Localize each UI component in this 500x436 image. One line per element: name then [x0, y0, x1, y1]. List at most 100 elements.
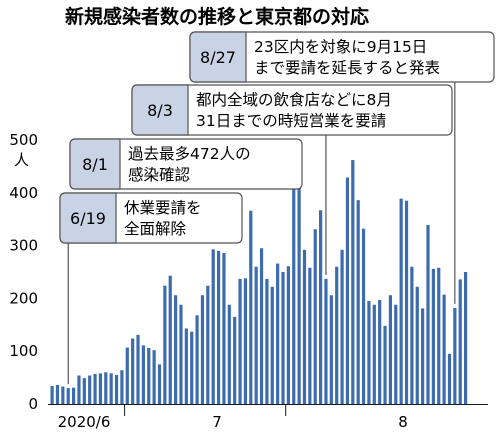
bar	[136, 334, 140, 404]
bar	[297, 154, 301, 404]
annotation-text-line: 過去最多472人の	[128, 145, 251, 163]
x-tick-label: 7	[212, 413, 222, 431]
bar	[114, 374, 119, 404]
bar	[329, 295, 333, 404]
annotation-text-line: 休業要請を	[124, 199, 202, 217]
annotation-date-cell	[131, 84, 189, 136]
annotation-text-line: 全面解除	[124, 220, 187, 238]
y-tick-label: 100	[9, 342, 38, 360]
bar	[437, 267, 441, 404]
bar	[367, 301, 371, 404]
bar	[313, 229, 317, 404]
y-tick-label: 200	[9, 289, 38, 307]
bar	[308, 267, 312, 404]
annotation-date: 8/1	[82, 155, 108, 174]
y-tick-label: 0	[28, 395, 38, 413]
annotation-date-cell	[189, 31, 247, 83]
bar	[404, 200, 409, 404]
bar	[351, 160, 355, 404]
bar	[426, 225, 430, 404]
bar	[238, 278, 242, 404]
bar	[233, 316, 237, 404]
annotation-text-line: 都内全域の飲食店などに8月	[196, 91, 392, 109]
bar	[388, 295, 393, 404]
bar	[259, 248, 264, 404]
bar	[195, 315, 199, 404]
annotation-date: 6/19	[70, 209, 106, 228]
bar	[216, 250, 221, 404]
bar	[55, 384, 60, 404]
bar	[222, 252, 226, 404]
bar	[50, 386, 54, 404]
bar	[254, 266, 258, 404]
bar	[383, 325, 387, 404]
bar	[120, 370, 124, 404]
annotation-text-line: 感染確認	[128, 166, 190, 184]
bar	[442, 294, 446, 404]
bars	[50, 154, 468, 404]
bar	[88, 375, 92, 404]
bar	[200, 295, 205, 404]
bar	[447, 353, 452, 404]
bar	[66, 388, 70, 404]
bar	[394, 304, 398, 404]
bar	[319, 210, 323, 404]
bar	[163, 285, 167, 404]
annotation-date-cell	[69, 138, 121, 190]
annotation-text-line: まで要請を延長すると発表	[254, 59, 440, 77]
bar	[61, 386, 65, 404]
bar	[415, 286, 419, 404]
bar	[152, 350, 156, 404]
bar	[281, 272, 285, 404]
bar	[431, 268, 435, 404]
bar	[249, 210, 253, 404]
bar	[356, 200, 360, 404]
annotation-2: 8/3 都内全域の飲食店などに8月 31日までの時短営業を要請	[131, 84, 453, 275]
bar	[125, 347, 129, 404]
bar	[184, 328, 188, 404]
bar	[421, 308, 425, 404]
annotation-text-line: 23区内を対象に9月15日	[254, 38, 427, 56]
bar	[131, 338, 135, 404]
bar	[345, 177, 350, 404]
bar	[399, 198, 403, 404]
bar	[324, 278, 328, 404]
x-axis	[48, 404, 488, 416]
bar	[243, 278, 248, 404]
bar	[340, 249, 344, 404]
bar	[458, 279, 462, 404]
bar	[335, 266, 339, 404]
y-axis-unit: 人	[14, 151, 29, 169]
chart-title: 新規感染者数の推移と東京都の対応	[65, 5, 369, 28]
x-tick-label: 8	[398, 413, 408, 431]
bar	[270, 286, 274, 404]
y-tick-label: 500	[9, 131, 38, 149]
bar	[179, 304, 183, 404]
bar	[82, 378, 86, 404]
bar	[168, 275, 172, 404]
bar	[98, 373, 103, 404]
bar	[109, 373, 113, 404]
bar	[410, 266, 414, 404]
bar	[453, 307, 457, 404]
y-tick-label: 400	[9, 184, 38, 202]
bar	[206, 285, 210, 404]
bar	[77, 375, 81, 404]
bar	[292, 159, 296, 404]
bar	[141, 345, 145, 404]
bar	[104, 372, 108, 404]
bar	[378, 299, 382, 404]
bar	[211, 249, 215, 404]
bar	[463, 272, 468, 404]
bar	[93, 373, 97, 404]
x-tick-label: 2020/6	[58, 413, 111, 431]
annotation-text-line: 31日までの時短営業を要請	[196, 112, 386, 130]
y-tick-label: 300	[9, 237, 38, 255]
x-axis-labels: 2020/6 7 8	[58, 413, 408, 431]
bar	[286, 266, 290, 404]
